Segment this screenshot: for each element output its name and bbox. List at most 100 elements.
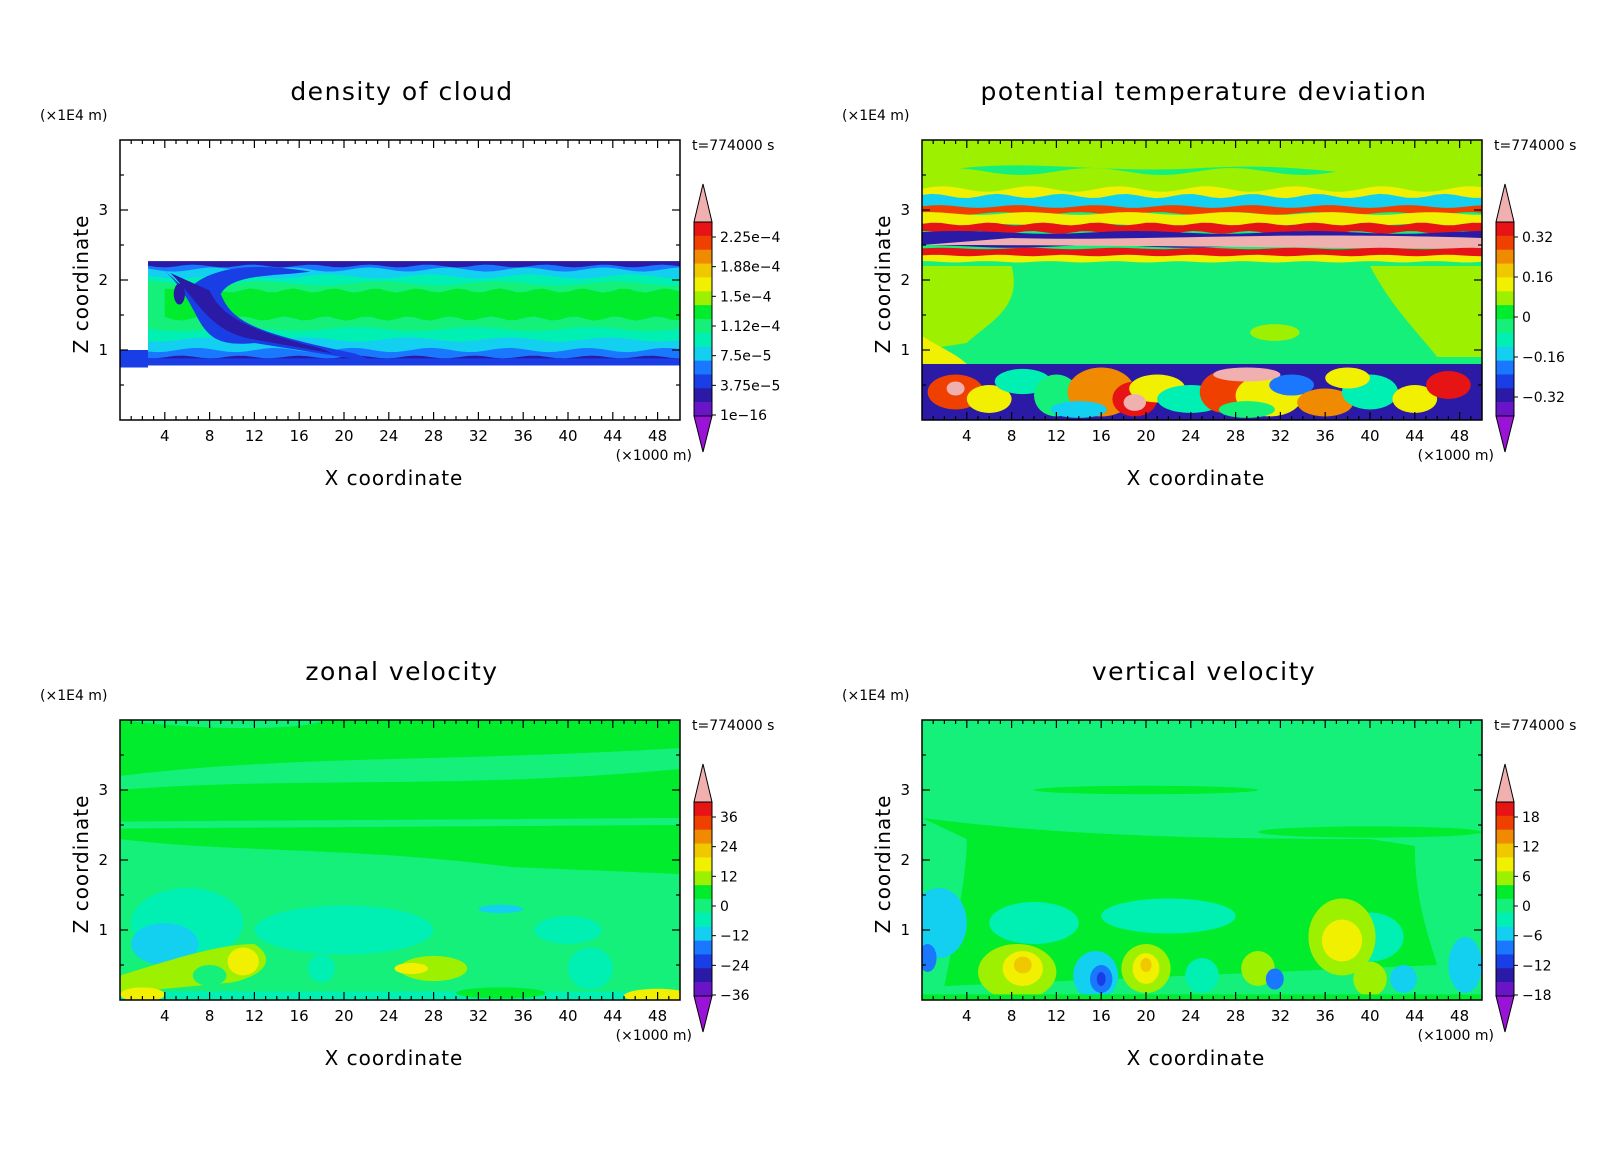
- contour-band: [922, 212, 1482, 227]
- time-label: t=774000 s: [1494, 138, 1576, 154]
- contour-band: [120, 720, 322, 729]
- x-tick-label: 8: [205, 1007, 215, 1025]
- x-tick-label: 28: [1226, 427, 1245, 445]
- contour-cell: [131, 923, 199, 965]
- colorbar-segment: [694, 815, 712, 831]
- colorbar: 2.25e−4 1.88e−4 1.5e−4 1.12e−4 7.5e−5 3.75e−5…: [693, 183, 781, 453]
- y-tick-label: 3: [98, 781, 108, 799]
- panel-title: vertical velocity: [1092, 657, 1316, 686]
- x-tick-label: 36: [1316, 427, 1335, 445]
- axis-ticks: [922, 140, 1482, 420]
- contour-cell: [1050, 401, 1107, 418]
- colorbar-segment: [1496, 885, 1514, 900]
- colorbar-label: 0: [1522, 899, 1531, 915]
- colorbar-segment: [694, 388, 712, 403]
- colorbar-segment: [1496, 829, 1514, 844]
- contour-band: [1370, 266, 1482, 357]
- colorbar-bottom-triangle: [693, 995, 713, 1033]
- y-tick-label: 3: [900, 781, 910, 799]
- x-tick-label: 40: [1360, 1007, 1379, 1025]
- colorbar-segment: [1496, 940, 1514, 955]
- x-tick-label: 4: [160, 1007, 170, 1025]
- colorbar-segment: [1496, 235, 1514, 251]
- panel-title: zonal velocity: [305, 657, 498, 686]
- contour-cell: [1258, 826, 1482, 838]
- x-unit-label: (×1000 m): [1418, 448, 1494, 464]
- axis-ticks: [120, 720, 680, 1000]
- x-tick-label: 48: [1450, 1007, 1469, 1025]
- colorbar-segment: [1496, 926, 1514, 941]
- colorbar-segment: [1496, 402, 1514, 417]
- x-tick-label: 12: [245, 1007, 264, 1025]
- x-axis-label: X coordinate: [325, 1046, 464, 1070]
- x-tick-label: 16: [1092, 1007, 1111, 1025]
- contour-band: [922, 222, 1482, 234]
- contour-cell: [478, 904, 524, 914]
- contour-cell: [192, 965, 227, 986]
- x-tick-label: 44: [1405, 427, 1424, 445]
- colorbar-segment: [694, 843, 712, 858]
- colorbar-bottom-triangle: [1495, 415, 1515, 453]
- colorbar-segment: [1496, 360, 1514, 375]
- colorbar: 0.32 0.16 0 −0.16 −0.32: [1495, 183, 1565, 453]
- colorbar-segment: [694, 829, 712, 844]
- y-tick-label: 3: [98, 201, 108, 219]
- colorbar-segment: [694, 926, 712, 941]
- x-tick-label: 12: [1047, 427, 1066, 445]
- colorbar-segment: [694, 263, 712, 278]
- contour-cell: [1325, 367, 1370, 389]
- z-unit-label: (×1E4 m): [842, 108, 909, 124]
- contour-cell: [1353, 961, 1387, 997]
- x-tick-label: 12: [1047, 1007, 1066, 1025]
- x-tick-label: 16: [290, 1007, 309, 1025]
- x-tick-label: 16: [1092, 427, 1111, 445]
- panel-title: potential temperature deviation: [981, 77, 1428, 106]
- x-tick-label: 8: [205, 427, 215, 445]
- x-tick-label: 44: [603, 1007, 622, 1025]
- colorbar-label: 36: [720, 810, 738, 826]
- colorbar-segment: [694, 912, 712, 928]
- colorbar-segment: [1496, 954, 1514, 969]
- colorbar-segment: [694, 940, 712, 955]
- colorbar-top-triangle: [1495, 183, 1515, 223]
- contour-cell: [922, 888, 967, 958]
- contour-cell: [1123, 394, 1146, 411]
- x-tick-label: 20: [334, 1007, 353, 1025]
- axis-ticks: [120, 140, 680, 420]
- colorbar-label: 7.5e−5: [720, 349, 772, 365]
- x-tick-label: 40: [1360, 427, 1379, 445]
- colorbar-label: −24: [720, 958, 750, 974]
- contour-cell: [989, 902, 1079, 944]
- x-tick-label: 24: [379, 427, 398, 445]
- axis-ticks: [922, 720, 1482, 1000]
- contour-field: [120, 720, 680, 1000]
- colorbar-label: 0: [720, 899, 729, 915]
- colorbar-label: 12: [720, 869, 738, 885]
- contour-cell: [1213, 367, 1281, 382]
- x-unit-label: (×1000 m): [616, 1028, 692, 1044]
- contour-cell: [1013, 956, 1032, 974]
- x-tick-label: 28: [424, 1007, 443, 1025]
- colorbar-segment: [694, 402, 712, 417]
- x-tick-label: 16: [290, 427, 309, 445]
- y-tick-label: 2: [98, 271, 108, 289]
- colorbar-label: 1.5e−4: [720, 289, 772, 305]
- colorbar-segment: [694, 319, 712, 334]
- x-tick-label: 20: [1136, 1007, 1155, 1025]
- contour-band: [1027, 266, 1326, 350]
- colorbar-label: 6: [1522, 869, 1531, 885]
- colorbar-segment: [1496, 374, 1514, 389]
- contour-band: [922, 205, 1482, 215]
- y-tick-label: 2: [900, 271, 910, 289]
- colorbar-segment: [694, 899, 712, 914]
- contour-cell: [1390, 965, 1418, 993]
- colorbar-segment: [1496, 843, 1514, 858]
- contour-cell: [1269, 374, 1314, 396]
- x-tick-label: 4: [962, 1007, 972, 1025]
- x-tick-label: 28: [1226, 1007, 1245, 1025]
- x-tick-label: 32: [1271, 1007, 1290, 1025]
- y-tick-label: 1: [900, 341, 910, 359]
- contour-cell: [1297, 388, 1354, 417]
